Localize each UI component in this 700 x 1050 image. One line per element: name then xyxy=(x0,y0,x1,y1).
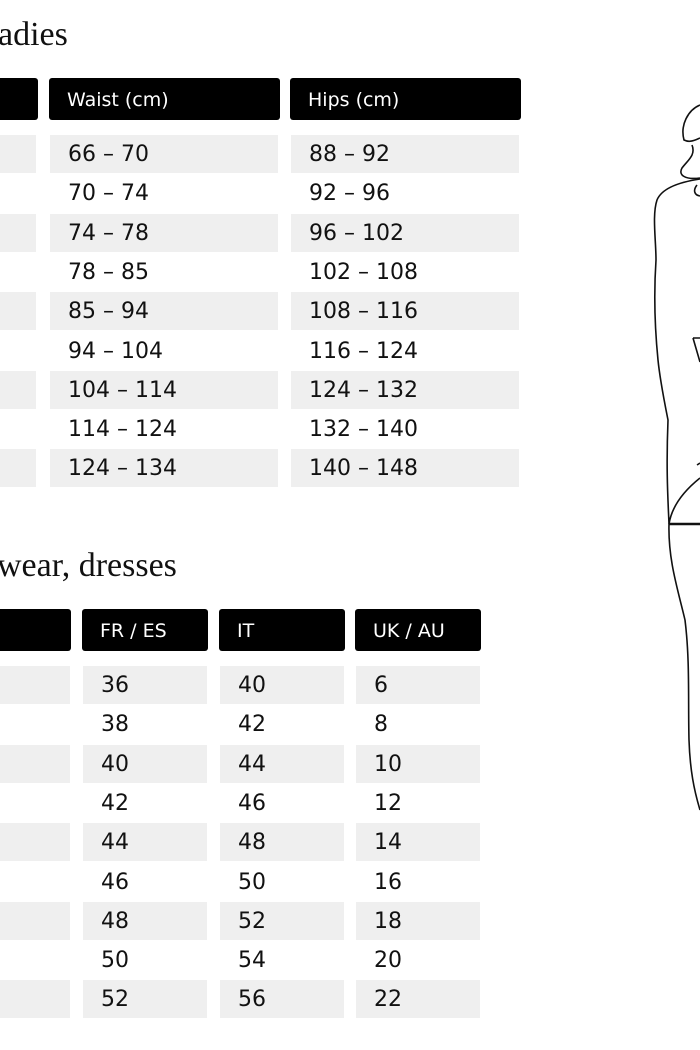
table-cell xyxy=(0,449,36,488)
table-cell: 108 – 116 xyxy=(291,292,519,331)
table-cell: 48 xyxy=(220,823,344,862)
table-cell: 44 xyxy=(83,823,207,862)
table-cell: 48 xyxy=(83,901,207,940)
table-cell: 140 – 148 xyxy=(291,449,519,488)
table-cell xyxy=(0,292,36,331)
table-cell: 96 – 102 xyxy=(291,213,519,252)
table-cell: 40 xyxy=(220,666,344,704)
table-cell xyxy=(0,213,36,252)
table-header-cell xyxy=(0,78,38,120)
table-cell: 92 – 96 xyxy=(309,181,390,207)
table-cell: 14 xyxy=(356,823,480,862)
table-cell: 124 – 132 xyxy=(291,370,519,409)
table-cell: 94 – 104 xyxy=(68,338,163,364)
table-cell: 116 – 124 xyxy=(309,338,418,364)
table-cell: 18 xyxy=(356,901,480,940)
table-cell xyxy=(0,901,70,940)
table-cell xyxy=(0,370,36,409)
table-cell: 44 xyxy=(220,744,344,783)
outerwear-section-title: wear, dresses xyxy=(0,547,177,584)
table-cell: 50 xyxy=(101,948,129,974)
table-cell: 104 – 114 xyxy=(50,370,278,409)
table-cell: 40 xyxy=(83,744,207,783)
table-cell: 54 xyxy=(238,948,266,974)
table-header-cell: IT xyxy=(219,609,345,651)
table-cell: 50 xyxy=(238,869,266,895)
table-cell: 124 – 134 xyxy=(50,449,278,488)
table-header-cell: UK / AU xyxy=(355,609,481,651)
table-cell: 42 xyxy=(238,712,266,738)
table-cell: 38 xyxy=(101,712,129,738)
table-cell: 22 xyxy=(356,980,480,1019)
table-cell: 132 – 140 xyxy=(309,417,418,443)
table-cell: 114 – 124 xyxy=(68,417,177,443)
table-cell: 42 xyxy=(101,790,129,816)
table-cell: 88 – 92 xyxy=(291,135,519,173)
table-cell xyxy=(0,823,70,862)
table-header-cell: Hips (cm) xyxy=(290,78,521,120)
table-cell: 16 xyxy=(374,869,402,895)
table-cell: 8 xyxy=(374,712,388,738)
table-cell: 78 – 85 xyxy=(68,259,149,285)
table-cell xyxy=(0,135,36,173)
table-header-cell xyxy=(0,609,71,651)
table-cell: 56 xyxy=(220,980,344,1019)
table-cell: 36 xyxy=(83,666,207,704)
table-cell: 20 xyxy=(374,948,402,974)
table-cell: 6 xyxy=(356,666,480,704)
ladies-section-title: adies xyxy=(0,16,68,53)
table-cell: 10 xyxy=(356,744,480,783)
table-cell: 102 – 108 xyxy=(309,259,418,285)
table-cell: 52 xyxy=(220,901,344,940)
table-cell xyxy=(0,744,70,783)
table-cell: 46 xyxy=(101,869,129,895)
table-cell: 52 xyxy=(83,980,207,1019)
table-header-cell: Waist (cm) xyxy=(49,78,280,120)
table-cell: 70 – 74 xyxy=(68,181,149,207)
table-cell: 46 xyxy=(238,790,266,816)
table-cell: 66 – 70 xyxy=(50,135,278,173)
table-cell: 85 – 94 xyxy=(50,292,278,331)
table-cell xyxy=(0,666,70,704)
table-header-cell: FR / ES xyxy=(82,609,208,651)
table-cell: 74 – 78 xyxy=(50,213,278,252)
table-cell xyxy=(0,980,70,1019)
table-cell: 12 xyxy=(374,790,402,816)
